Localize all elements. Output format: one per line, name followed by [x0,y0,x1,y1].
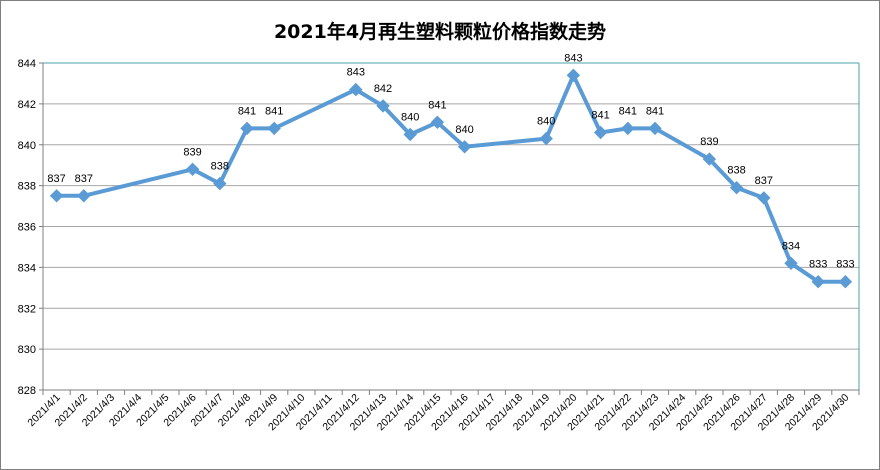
data-label: 833 [809,259,827,271]
data-point-marker [702,152,717,166]
data-point-marker [566,68,581,83]
data-labels: 837 837 839 838 841 841 843 842 840 841 840 840 843 8… [47,52,854,270]
data-label: 842 [374,83,392,95]
data-point-marker [811,274,825,289]
gridlines [43,62,859,350]
y-tick-label-838: 838 [18,181,36,193]
data-point-marker [593,125,608,140]
data-point-marker [784,256,798,271]
data-label: 843 [564,52,582,64]
data-point-marker [376,99,390,113]
y-tick-label-844: 844 [18,58,36,70]
data-point-marker [539,131,553,146]
data-point-marker [621,121,635,136]
data-label: 841 [591,109,609,121]
data-point-marker [403,127,417,142]
y-tick-label-834: 834 [18,262,36,274]
data-point-marker [729,180,744,195]
data-point-marker [77,189,91,203]
data-label: 843 [347,67,365,79]
series-line [54,73,848,284]
y-axis-ticks: 828 830 832 834 836 838 840 842 844 [18,58,43,397]
y-tick-label-842: 842 [18,99,36,111]
data-label: 841 [265,105,283,117]
data-point-marker [185,162,200,177]
y-tick-label-828: 828 [18,385,36,397]
data-label: 834 [782,240,800,252]
data-label: 839 [700,136,718,148]
y-tick-label-840: 840 [18,140,36,152]
data-label: 840 [537,116,555,128]
data-point-marker [457,140,472,154]
data-label: 840 [401,112,419,124]
data-label: 840 [455,124,473,136]
data-point-marker [757,191,771,205]
data-label: 837 [755,175,773,187]
data-label: 839 [183,146,201,158]
y-tick-label-832: 832 [18,303,36,315]
data-label: 841 [428,99,446,111]
data-label: 838 [727,165,745,177]
data-label: 833 [836,259,854,271]
data-point-marker [648,121,662,136]
data-point-marker [267,121,281,136]
data-label: 841 [619,105,637,117]
data-point-marker [213,176,227,191]
data-label: 837 [75,173,93,185]
data-label: 841 [238,105,256,117]
chart-title: 2021年4月再生塑料颗粒价格指数走势 [274,20,606,43]
data-point-marker [349,82,363,97]
data-point-marker [49,189,64,203]
data-point-marker [430,115,445,130]
data-point-marker [838,274,853,289]
y-tick-label-830: 830 [18,344,36,356]
data-point-marker [240,121,254,136]
data-label: 838 [211,161,229,173]
data-label: 837 [47,173,65,185]
y-tick-label-836: 836 [18,222,36,234]
data-label: 841 [646,105,664,117]
series-price-index [49,68,853,289]
